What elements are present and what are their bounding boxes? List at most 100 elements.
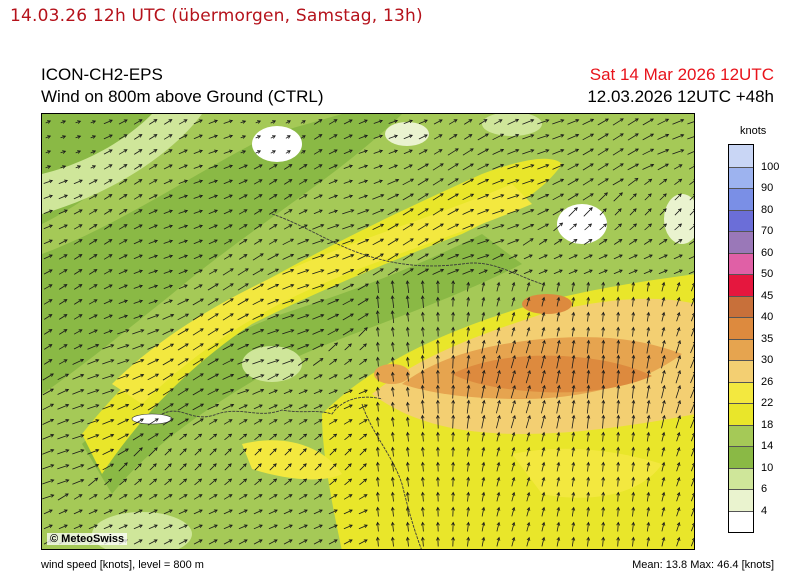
wind-arrow-head	[436, 431, 440, 436]
wind-arrow-head	[260, 374, 265, 378]
wind-arrow	[676, 537, 680, 547]
wind-arrow	[676, 282, 680, 292]
wind-arrow	[467, 447, 469, 457]
wind-arrow	[617, 522, 619, 532]
wind-arrow-head	[364, 194, 368, 199]
wind-arrow-head	[347, 463, 352, 468]
wind-arrow	[541, 370, 545, 384]
wind-arrow-head	[290, 284, 295, 288]
wind-arrow	[492, 164, 504, 170]
wind-arrow-head	[662, 369, 666, 374]
wind-arrow-head	[138, 224, 143, 228]
wind-arrow-head	[213, 419, 218, 423]
wind-arrow	[267, 284, 279, 290]
wind-arrow-head	[451, 339, 456, 344]
wind-arrow	[342, 313, 354, 321]
wind-arrow	[537, 149, 549, 155]
wind-arrow	[526, 282, 530, 292]
wind-arrow	[239, 433, 247, 441]
wind-arrow-head	[348, 524, 353, 528]
wind-arrow-head	[527, 340, 531, 344]
wind-arrow	[646, 282, 650, 292]
wind-arrow	[208, 165, 218, 169]
wind-arrow-head	[260, 328, 265, 333]
wind-arrow	[661, 432, 665, 442]
wind-arrow	[387, 238, 399, 246]
wind-arrow-head	[275, 314, 280, 318]
wind-arrow	[586, 355, 590, 369]
wind-arrow	[478, 119, 488, 125]
wind-arrow-head	[138, 254, 143, 259]
wind-arrow	[313, 404, 323, 410]
wind-arrow	[223, 209, 233, 215]
wind-arrow	[631, 355, 635, 369]
wind-arrow	[238, 179, 248, 185]
wind-arrow	[118, 119, 128, 125]
wind-arrow-head	[92, 165, 97, 169]
wind-arrow-head	[424, 178, 429, 182]
wind-arrow	[208, 419, 218, 425]
wind-arrow	[587, 312, 589, 322]
wind-arrow	[511, 447, 515, 457]
wind-arrow	[298, 374, 308, 380]
wind-arrow	[496, 507, 500, 517]
wind-arrow-head	[184, 343, 189, 347]
wind-arrow	[313, 539, 323, 545]
wind-arrow	[238, 239, 248, 245]
wind-arrow-head	[454, 163, 459, 167]
wind-arrow-head	[364, 179, 369, 184]
wind-arrow	[403, 149, 413, 155]
wind-arrow	[253, 494, 263, 500]
wind-arrow-head	[199, 328, 204, 332]
wind-arrow-head	[375, 506, 380, 511]
wind-arrow-head	[379, 164, 383, 169]
wind-arrow	[511, 312, 515, 322]
wind-arrow-head	[318, 524, 323, 528]
wind-arrow	[612, 118, 624, 126]
wind-arrow-head	[170, 313, 175, 318]
wind-arrow-head	[511, 446, 516, 451]
wind-arrow	[132, 389, 144, 395]
wind-arrow	[312, 284, 324, 290]
wind-arrow-head	[260, 298, 265, 303]
wind-arrow-head	[409, 208, 414, 212]
wind-arrow	[87, 449, 99, 455]
wind-arrow-head	[243, 254, 248, 258]
wind-arrow	[643, 254, 653, 260]
wind-arrow	[422, 355, 424, 369]
wind-arrow-head	[333, 524, 338, 528]
wind-arrow-head	[511, 281, 516, 286]
wind-arrow	[284, 433, 292, 441]
wind-arrow	[526, 507, 530, 517]
wind-arrow	[193, 269, 203, 275]
wind-arrow	[676, 522, 680, 532]
wind-arrow	[133, 134, 143, 140]
wind-arrow	[582, 163, 594, 171]
wind-arrow-head	[375, 371, 380, 376]
wind-arrow-head	[466, 311, 471, 316]
wind-arrow	[178, 509, 188, 515]
wind-arrow-head	[542, 399, 546, 404]
wind-arrow	[507, 209, 519, 215]
wind-arrow-head	[601, 326, 606, 331]
wind-arrow-head	[527, 355, 531, 359]
wind-arrow	[687, 151, 694, 155]
wind-arrow	[313, 524, 323, 530]
wind-arrow-head	[244, 283, 249, 287]
wind-arrow	[477, 133, 489, 141]
wind-arrow	[523, 254, 533, 260]
wind-arrow	[148, 119, 158, 125]
wind-arrow	[148, 209, 158, 215]
wind-arrow	[148, 179, 158, 185]
wind-arrow-head	[691, 492, 694, 496]
wind-arrow	[646, 312, 650, 322]
wind-arrow	[598, 269, 608, 275]
wind-arrow	[417, 163, 429, 171]
wind-arrow	[407, 312, 409, 322]
wind-arrow	[103, 494, 113, 500]
wind-arrow	[552, 149, 564, 155]
wind-arrow-head	[375, 431, 380, 436]
wind-arrow-head	[616, 339, 621, 344]
wind-arrow	[417, 178, 429, 186]
wind-arrow	[253, 509, 263, 515]
